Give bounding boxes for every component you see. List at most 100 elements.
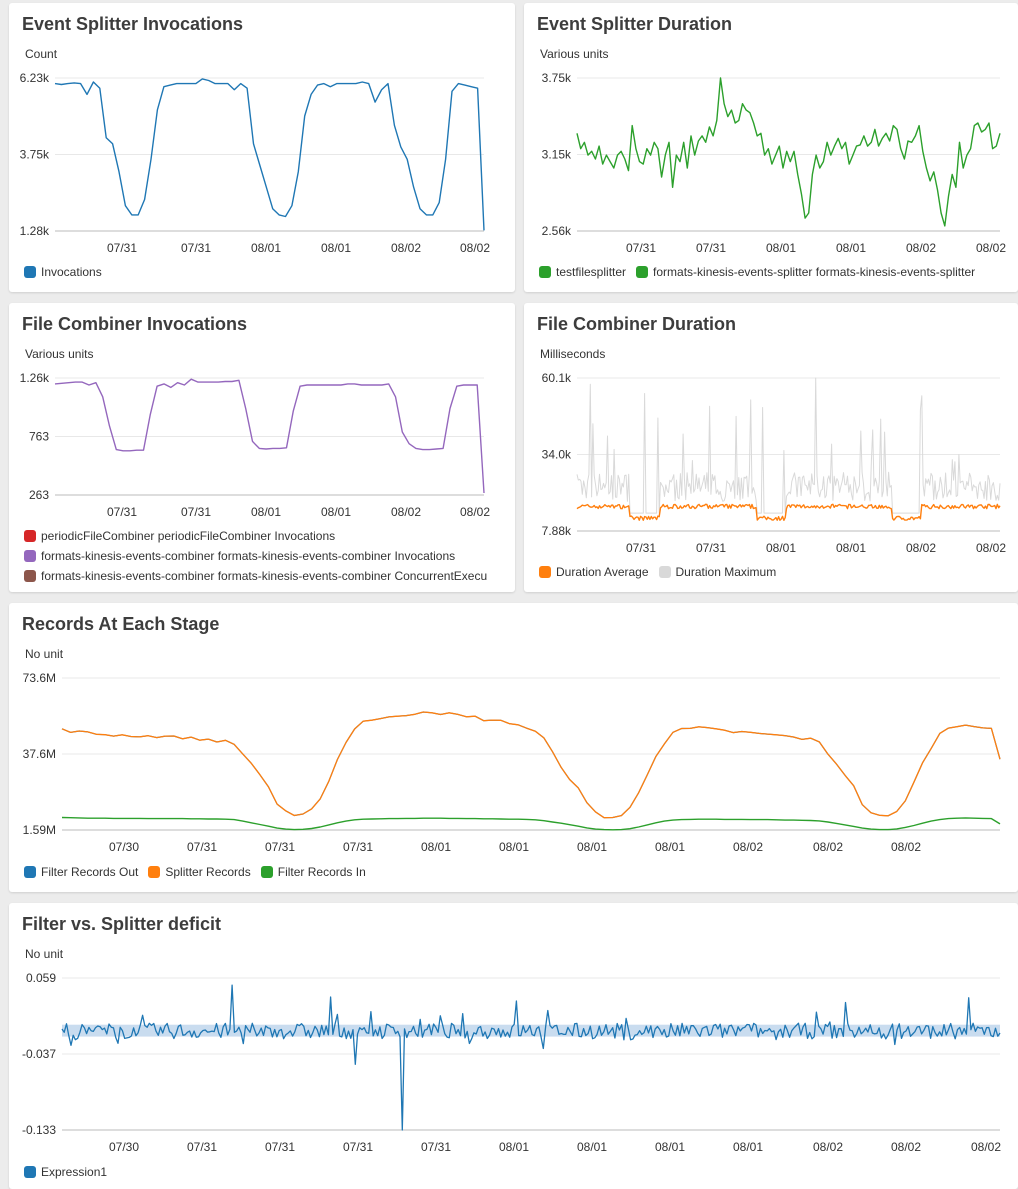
x-tick-label: 08/01 xyxy=(836,541,866,555)
legend-swatch xyxy=(260,866,273,878)
x-tick-label: 08/01 xyxy=(251,241,281,255)
chart-records-at-each-stage[interactable]: 73.6M 37.6M 1.59M 07/30 07/31 07/31 07/31 08/01… xyxy=(9,603,1018,892)
y-tick-label: 3.15k xyxy=(542,148,572,162)
chart-legend: Expression1 xyxy=(24,1165,117,1181)
chart-file-combiner-invocations[interactable]: 1.26k 763 263 07/31 07/31 08/01 08/01 08/02 08/0… xyxy=(9,303,515,592)
x-tick-label: 07/30 xyxy=(109,1140,139,1154)
series-line-formats-kinesis-events-combiner-formats-kinesis-events-combiner-invocations xyxy=(54,378,485,494)
legend-swatch xyxy=(24,530,36,542)
y-tick-label: 6.23k xyxy=(20,71,50,85)
panel-title: File Combiner Invocations xyxy=(22,314,248,334)
legend-item[interactable]: formats-kinesis-events-combiner formats-… xyxy=(24,549,496,563)
x-tick-label: 08/02 xyxy=(906,541,936,555)
legend-item[interactable]: formats-kinesis-events-combiner formats-… xyxy=(24,569,496,583)
chart-event-splitter-duration[interactable]: 3.75k 3.15k 2.56k 07/31 07/31 08/01 08/01 08/02… xyxy=(524,3,1018,292)
x-tick-label: 08/02 xyxy=(891,840,921,854)
x-tick-label: 07/31 xyxy=(181,241,211,255)
panel-records-at-each-stage: Records At Each Stage No unit 73.6M 37.6M… xyxy=(9,603,1018,892)
x-tick-label: 08/02 xyxy=(976,241,1006,255)
legend-swatch xyxy=(24,1166,36,1178)
panel-title: Filter vs. Splitter deficit xyxy=(22,914,222,934)
legend-item[interactable]: Duration Maximum xyxy=(658,565,777,579)
axis-unit-label: Count xyxy=(25,47,58,61)
x-tick-label: 08/01 xyxy=(499,840,529,854)
x-tick-label: 07/31 xyxy=(421,1140,451,1154)
x-tick-label: 07/31 xyxy=(696,241,726,255)
chart-file-combiner-duration[interactable]: 60.1k 34.0k 7.88k 07/31 07/31 08/01 08/01 08/02… xyxy=(524,303,1018,592)
x-tick-label: 08/01 xyxy=(655,840,685,854)
legend-label: Duration Maximum xyxy=(675,565,777,579)
y-tick-label: 7.88k xyxy=(542,524,572,538)
legend-label: Invocations xyxy=(41,265,102,279)
y-tick-label: 1.28k xyxy=(20,224,50,238)
axis-unit-label: No unit xyxy=(25,647,64,661)
y-tick-label: -0.133 xyxy=(22,1123,56,1137)
legend-label: Duration Average xyxy=(556,565,649,579)
x-tick-label: 08/02 xyxy=(460,505,490,519)
x-tick-label: 07/30 xyxy=(109,840,139,854)
series-line-invocations xyxy=(54,78,485,231)
x-tick-label: 08/02 xyxy=(813,1140,843,1154)
chart-event-splitter-invocations[interactable]: 6.23k 3.75k 1.28k 07/31 07/31 08/01 08/01 08/02… xyxy=(9,3,515,292)
series-line-filter-records-in xyxy=(61,816,1001,831)
legend-label: Splitter Records xyxy=(165,865,251,879)
chart-filter-vs-splitter-deficit[interactable]: 0.059 -0.037 -0.133 07/30 07/31 07/31 07/31 07/… xyxy=(9,903,1018,1189)
series-line-splitter-records xyxy=(61,711,1001,819)
y-tick-label: 263 xyxy=(29,488,49,502)
legend-item[interactable]: periodicFileCombiner periodicFileCombine… xyxy=(24,529,496,543)
axis-unit-label: No unit xyxy=(25,947,64,961)
panel-file-combiner-duration: File Combiner Duration Milliseconds 60.1… xyxy=(524,303,1018,592)
series-line-formats-kinesis-events-splitter-formats-kinesis-events-splitter xyxy=(576,77,1001,227)
legend-item[interactable]: testfilesplitter xyxy=(539,265,626,279)
legend-item[interactable]: formats-kinesis-events-splitter formats-… xyxy=(636,265,975,279)
x-tick-label: 08/01 xyxy=(421,840,451,854)
y-tick-label: 60.1k xyxy=(542,371,572,385)
x-tick-label: 08/01 xyxy=(577,1140,607,1154)
y-tick-label: -0.037 xyxy=(22,1047,56,1061)
legend-label: testfilesplitter xyxy=(556,265,627,279)
legend-label: periodicFileCombiner periodicFileCombine… xyxy=(41,529,336,543)
y-tick-label: 2.56k xyxy=(542,224,572,238)
panel-title: File Combiner Duration xyxy=(537,314,737,334)
legend-swatch xyxy=(539,566,551,578)
x-tick-label: 07/31 xyxy=(626,541,656,555)
x-tick-label: 07/31 xyxy=(187,1140,217,1154)
axis-unit-label: Various units xyxy=(25,347,94,361)
legend-item[interactable]: Expression1 xyxy=(24,1165,107,1179)
y-tick-label: 1.59M xyxy=(23,823,56,837)
x-tick-label: 08/01 xyxy=(655,1140,685,1154)
legend-swatch xyxy=(24,866,36,878)
x-tick-label: 08/01 xyxy=(836,241,866,255)
legend-label: formats-kinesis-events-combiner formats-… xyxy=(41,549,456,563)
x-tick-label: 08/02 xyxy=(460,241,490,255)
y-tick-label: 3.75k xyxy=(542,71,572,85)
y-tick-label: 34.0k xyxy=(542,448,572,462)
x-tick-label: 08/01 xyxy=(321,505,351,519)
x-tick-label: 08/01 xyxy=(251,505,281,519)
legend-item[interactable]: Filter Records Out xyxy=(24,865,138,879)
legend-swatch xyxy=(148,866,161,878)
legend-item[interactable]: Duration Average xyxy=(539,565,649,579)
x-tick-label: 08/01 xyxy=(499,1140,529,1154)
legend-item[interactable]: Splitter Records xyxy=(148,865,251,879)
x-tick-label: 07/31 xyxy=(107,505,137,519)
panel-title: Event Splitter Invocations xyxy=(22,14,244,34)
legend-swatch xyxy=(636,266,649,278)
y-tick-label: 763 xyxy=(29,430,49,444)
x-tick-label: 07/31 xyxy=(626,241,656,255)
x-tick-label: 08/01 xyxy=(321,241,351,255)
legend-item[interactable]: Filter Records In xyxy=(260,865,366,879)
panel-title: Event Splitter Duration xyxy=(537,14,733,34)
x-tick-label: 08/02 xyxy=(391,505,421,519)
legend-swatch xyxy=(24,266,36,278)
panel-event-splitter-invocations: Event Splitter Invocations Count 6.23k 3.… xyxy=(9,3,515,292)
legend-label: formats-kinesis-events-combiner formats-… xyxy=(41,569,488,583)
panel-title: Records At Each Stage xyxy=(22,614,220,634)
x-tick-label: 08/01 xyxy=(766,241,796,255)
legend-item[interactable]: Invocations xyxy=(24,265,102,279)
x-tick-label: 07/31 xyxy=(107,241,137,255)
x-tick-label: 07/31 xyxy=(187,840,217,854)
legend-label: Expression1 xyxy=(41,1165,108,1179)
legend-swatch xyxy=(658,566,671,578)
x-tick-label: 07/31 xyxy=(343,1140,373,1154)
